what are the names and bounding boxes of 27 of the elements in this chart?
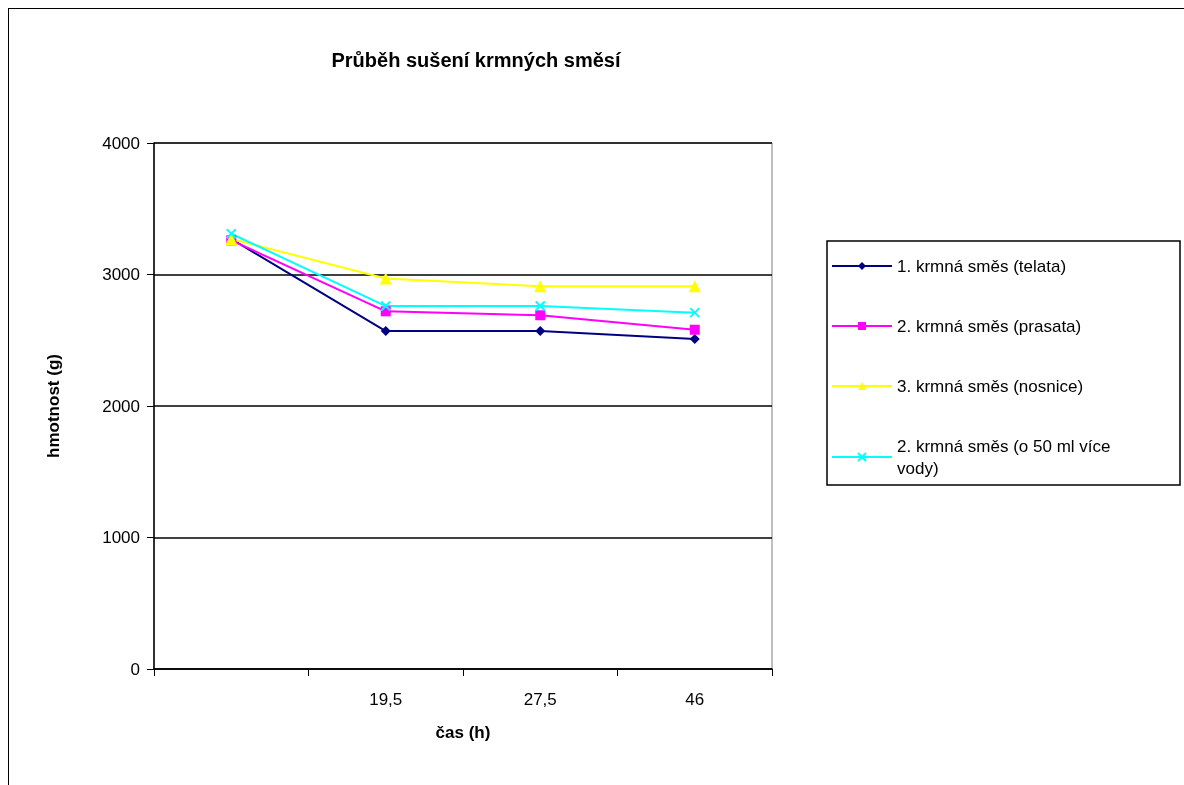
legend-label: 3. krmná směs (nosnice) — [897, 376, 1084, 396]
point — [689, 307, 701, 319]
legend-label: 2. krmná směs (o 50 ml více vody) — [897, 436, 1116, 478]
point — [534, 300, 546, 312]
x-tick-label: 46 — [685, 690, 705, 709]
y-tick-label: 2000 — [102, 396, 140, 416]
x-tick-label: 27,5 — [523, 690, 557, 709]
legend-label: 1. krmná směs (telata) — [897, 256, 1067, 276]
chart-title: Průběh sušení krmných směsí — [331, 49, 622, 71]
y-tick-label: 0 — [130, 659, 140, 679]
legend-label: 2. krmná směs (prasata) — [897, 316, 1082, 336]
point — [535, 326, 546, 337]
y-tick-label: 4000 — [102, 133, 140, 153]
point — [535, 310, 546, 321]
point — [380, 300, 392, 312]
y-axis-title: hmotnost (g) — [44, 354, 63, 458]
point — [688, 280, 701, 293]
x-tick-label: 19,5 — [369, 690, 403, 709]
point — [534, 280, 547, 293]
point — [379, 272, 392, 285]
y-tick-label: 1000 — [102, 528, 140, 547]
x-axis-title: čas (h) — [435, 723, 491, 742]
y-tick-label: 3000 — [102, 265, 140, 284]
point — [380, 326, 391, 337]
point — [689, 333, 700, 344]
point — [689, 324, 700, 335]
point — [225, 228, 237, 240]
